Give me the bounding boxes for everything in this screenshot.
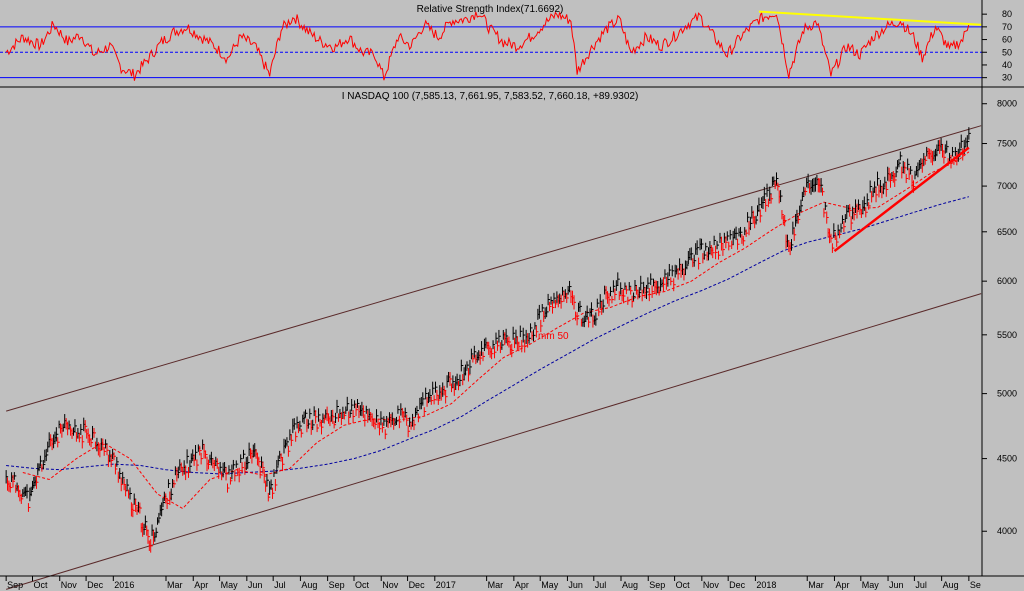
x-tick-label: Nov	[703, 580, 720, 590]
x-tick-label: 2016	[114, 580, 134, 590]
x-tick-label: Jun	[248, 580, 263, 590]
ma-short-line	[22, 151, 970, 510]
x-tick-label: Jun	[568, 580, 583, 590]
x-tick-label: Sep	[649, 580, 665, 590]
x-tick-label: Jul	[915, 580, 927, 590]
price-tick-label: 6500	[997, 227, 1017, 237]
price-tick-label: 7500	[997, 139, 1017, 149]
rsi-trendline	[758, 10, 982, 26]
x-tick-label: Mar	[808, 580, 824, 590]
x-tick-label: Nov	[382, 580, 399, 590]
rsi-tick-label: 70	[1002, 22, 1012, 32]
x-tick-label: Oct	[676, 580, 691, 590]
x-tick-label: Mar	[167, 580, 183, 590]
price-y-axis: 4000 4500 5000 5500 6000 6500 7000 7500 8000	[982, 99, 1017, 536]
x-tick-label: Aug	[943, 580, 959, 590]
x-tick-label: Apr	[194, 580, 208, 590]
rsi-line	[5, 10, 970, 81]
x-tick-label: Nov	[61, 580, 78, 590]
x-tick-label: Dec	[87, 580, 104, 590]
channel-lower-line	[6, 293, 982, 590]
x-tick-label: May	[862, 580, 880, 590]
x-tick-label: Apr	[515, 580, 529, 590]
x-tick-label: Jul	[274, 580, 286, 590]
price-title: I NASDAQ 100 (7,585.13, 7,661.95, 7,583.…	[342, 91, 639, 102]
price-tick-label: 5000	[997, 389, 1017, 399]
price-tick-label: 4500	[997, 454, 1017, 464]
x-tick-label: Aug	[622, 580, 638, 590]
x-tick-label: Mar	[488, 580, 504, 590]
rsi-tick-label: 80	[1002, 9, 1012, 19]
x-tick-label: May	[221, 580, 239, 590]
price-tick-label: 6000	[997, 276, 1017, 286]
x-tick-label: Oct	[34, 580, 49, 590]
x-tick-label: Se	[970, 580, 981, 590]
rsi-title: Relative Strength Index(71.6692)	[417, 4, 564, 15]
rsi-tick-label: 30	[1002, 73, 1012, 83]
price-pane: I NASDAQ 100 (7,585.13, 7,661.95, 7,583.…	[5, 91, 1017, 590]
rsi-tick-label: 50	[1002, 47, 1012, 57]
price-tick-label: 4000	[997, 526, 1017, 536]
x-tick-label: Dec	[729, 580, 746, 590]
price-tick-label: 5500	[997, 330, 1017, 340]
x-tick-label: Sep	[7, 580, 23, 590]
price-tick-label: 7000	[997, 181, 1017, 191]
x-tick-label: Sep	[329, 580, 345, 590]
x-tick-label: Jun	[889, 580, 904, 590]
ma-label: mm 50	[538, 331, 569, 342]
ma-long-line	[6, 196, 970, 475]
x-tick-label: Oct	[355, 580, 370, 590]
x-tick-label: May	[541, 580, 559, 590]
x-tick-label: Apr	[835, 580, 849, 590]
channel-upper-line	[6, 125, 982, 412]
x-tick-label: 2017	[436, 580, 456, 590]
price-bars	[5, 127, 971, 553]
x-tick-label: Jul	[595, 580, 607, 590]
x-axis: Sep Oct Nov Dec 2016 Mar Apr May Jun Jul Aug Sep Oct…	[0, 575, 1024, 590]
rsi-reference-lines	[0, 26, 982, 79]
support-trendline	[833, 146, 970, 253]
rsi-tick-label: 60	[1002, 35, 1012, 45]
price-tick-label: 8000	[997, 99, 1017, 109]
rsi-y-axis: 30 40 50 60 70 80	[982, 9, 1012, 83]
x-tick-label: Aug	[301, 580, 317, 590]
x-tick-label: Dec	[409, 580, 426, 590]
rsi-pane: Relative Strength Index(71.6692) 30 40 50 6…	[0, 4, 1012, 83]
x-tick-label: 2018	[756, 580, 776, 590]
rsi-tick-label: 40	[1002, 60, 1012, 70]
